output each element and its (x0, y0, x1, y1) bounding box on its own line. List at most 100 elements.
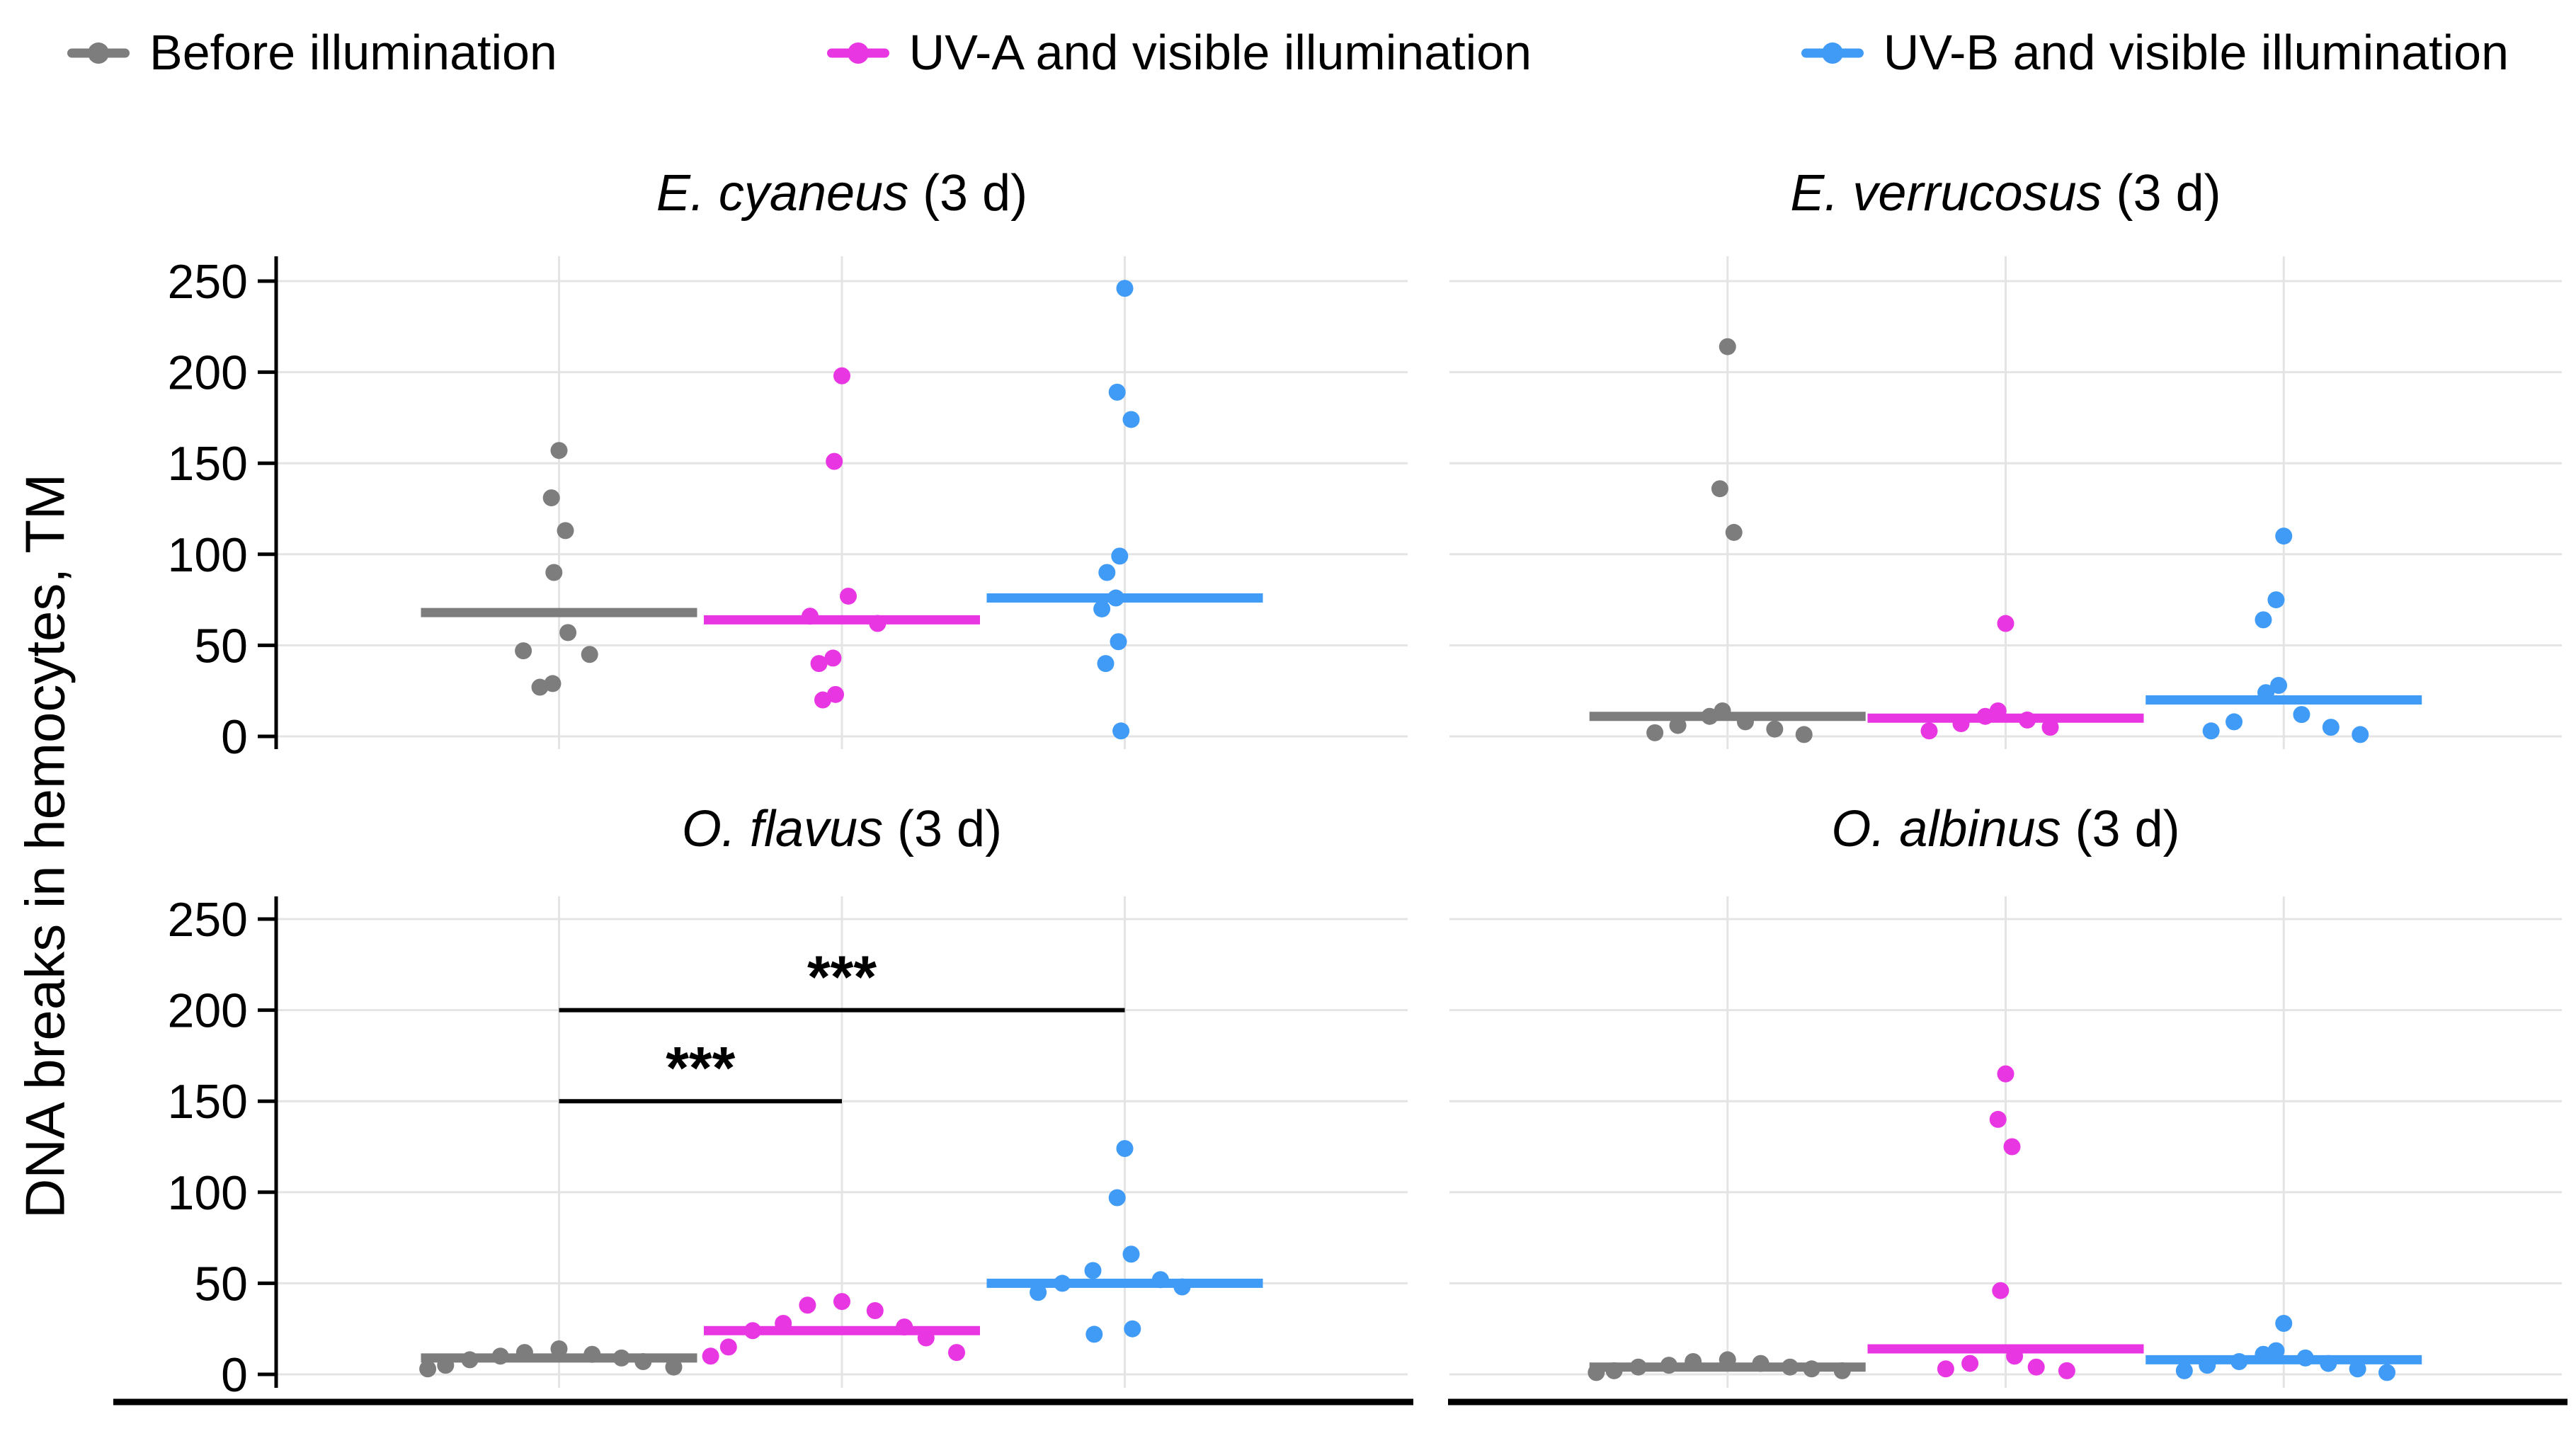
title-suffix: (3 d) (883, 801, 1003, 857)
data-point (1151, 1271, 1169, 1289)
panel-o-flavus: 0 50 100 150 200 250 *** *** (113, 893, 1413, 1406)
data-point (2267, 591, 2285, 609)
title-suffix: (3 d) (908, 165, 1028, 222)
data-point (542, 489, 560, 507)
pointrange-marker-blue-icon (1801, 42, 1864, 64)
legend-item-uva-visible: UV-A and visible illumination (826, 25, 1532, 80)
data-point (1085, 1325, 1103, 1343)
data-point (2230, 1352, 2248, 1370)
data-point (1752, 1355, 1769, 1372)
data-point (550, 442, 568, 460)
data-point (1997, 1065, 2014, 1083)
panel-o-albinus (1448, 896, 2568, 1406)
y-tick-label: 150 (168, 437, 248, 491)
data-point (1736, 713, 1754, 731)
data-point (1937, 1360, 1954, 1378)
data-point (2349, 1360, 2366, 1378)
data-point (1110, 633, 1127, 651)
pointrange-marker-gray-icon (67, 42, 130, 64)
y-tick-label: 200 (168, 346, 248, 400)
data-point (1952, 714, 1970, 732)
data-point (2199, 1357, 2216, 1374)
data-point (775, 1314, 792, 1332)
data-point (827, 685, 844, 703)
panel-title-o-flavus: O. flavus (3 d) (276, 800, 1408, 858)
data-point (1122, 1245, 1140, 1263)
data-point (1605, 1362, 1623, 1379)
series-1 (1867, 615, 2144, 740)
data-point (1173, 1278, 1191, 1296)
data-point (1766, 720, 1784, 738)
data-point (515, 642, 532, 660)
series-2 (2145, 1314, 2422, 1381)
y-tick-label: 100 (168, 528, 248, 582)
data-point (419, 1360, 437, 1378)
legend-item-before-illumination: Before illumination (67, 25, 557, 80)
data-point (1122, 411, 1140, 428)
data-point (1588, 1364, 1605, 1381)
data-point (1725, 523, 1743, 541)
data-point (2006, 1347, 2024, 1365)
data-point (1097, 655, 1115, 673)
series-2 (986, 1140, 1263, 1343)
legend-item-uvb-visible: UV-B and visible illumination (1801, 25, 2509, 80)
series-0 (1588, 1351, 1866, 1381)
data-point (2296, 1349, 2314, 1367)
data-point (1084, 1262, 1102, 1279)
y-tick-label: 200 (168, 984, 248, 1038)
data-point (824, 649, 842, 667)
data-point (833, 367, 850, 384)
species-name: O. flavus (681, 801, 884, 857)
data-point (2027, 1358, 2045, 1376)
data-point (896, 1318, 913, 1336)
data-point (557, 522, 574, 540)
data-point (1116, 1140, 1134, 1158)
data-point (515, 1344, 533, 1362)
data-point (1992, 1282, 2010, 1299)
species-name: O. albinus (1831, 801, 2061, 857)
data-point (1108, 383, 1126, 401)
data-point (744, 1322, 761, 1340)
data-point (1803, 1360, 1820, 1378)
data-point (2225, 713, 2243, 731)
data-point (826, 452, 843, 470)
y-tick-label: 50 (194, 1257, 248, 1311)
data-point (2257, 684, 2275, 702)
data-point (1669, 717, 1687, 734)
data-point (1098, 564, 1116, 581)
data-point (437, 1357, 455, 1374)
data-point (799, 1296, 816, 1314)
data-point (1107, 589, 1124, 607)
data-point (1054, 1275, 1071, 1292)
data-point (1961, 1355, 1979, 1372)
data-point (1116, 280, 1134, 297)
panel-title-e-cyaneus: E. cyaneus (3 d) (276, 164, 1408, 222)
data-point (1781, 1358, 1799, 1376)
data-point (2019, 711, 2036, 729)
data-point (1701, 707, 1719, 725)
y-tick-label: 150 (168, 1075, 248, 1129)
data-point (2352, 726, 2369, 743)
series-0 (1589, 338, 1866, 743)
panel-e-cyaneus: 0 50 100 150 200 250 (168, 255, 1408, 764)
data-point (1685, 1352, 1702, 1370)
panel-title-o-albinus: O. albinus (3 d) (1449, 800, 2562, 858)
y-tick-label: 100 (168, 1166, 248, 1220)
data-point (612, 1349, 630, 1367)
data-point (833, 1293, 850, 1311)
data-point (869, 615, 887, 632)
data-point (2275, 528, 2293, 545)
title-suffix: (3 d) (2102, 165, 2221, 222)
data-point (840, 587, 857, 605)
data-point (583, 1345, 601, 1363)
data-point (581, 646, 598, 663)
data-point (948, 1344, 965, 1362)
data-point (1711, 480, 1728, 498)
data-point (545, 564, 563, 581)
legend-label: Before illumination (149, 25, 557, 80)
title-suffix: (3 d) (2061, 801, 2180, 857)
data-point (719, 1338, 737, 1356)
legend-label: UV-A and visible illumination (908, 25, 1532, 80)
data-point (1629, 1358, 1647, 1376)
